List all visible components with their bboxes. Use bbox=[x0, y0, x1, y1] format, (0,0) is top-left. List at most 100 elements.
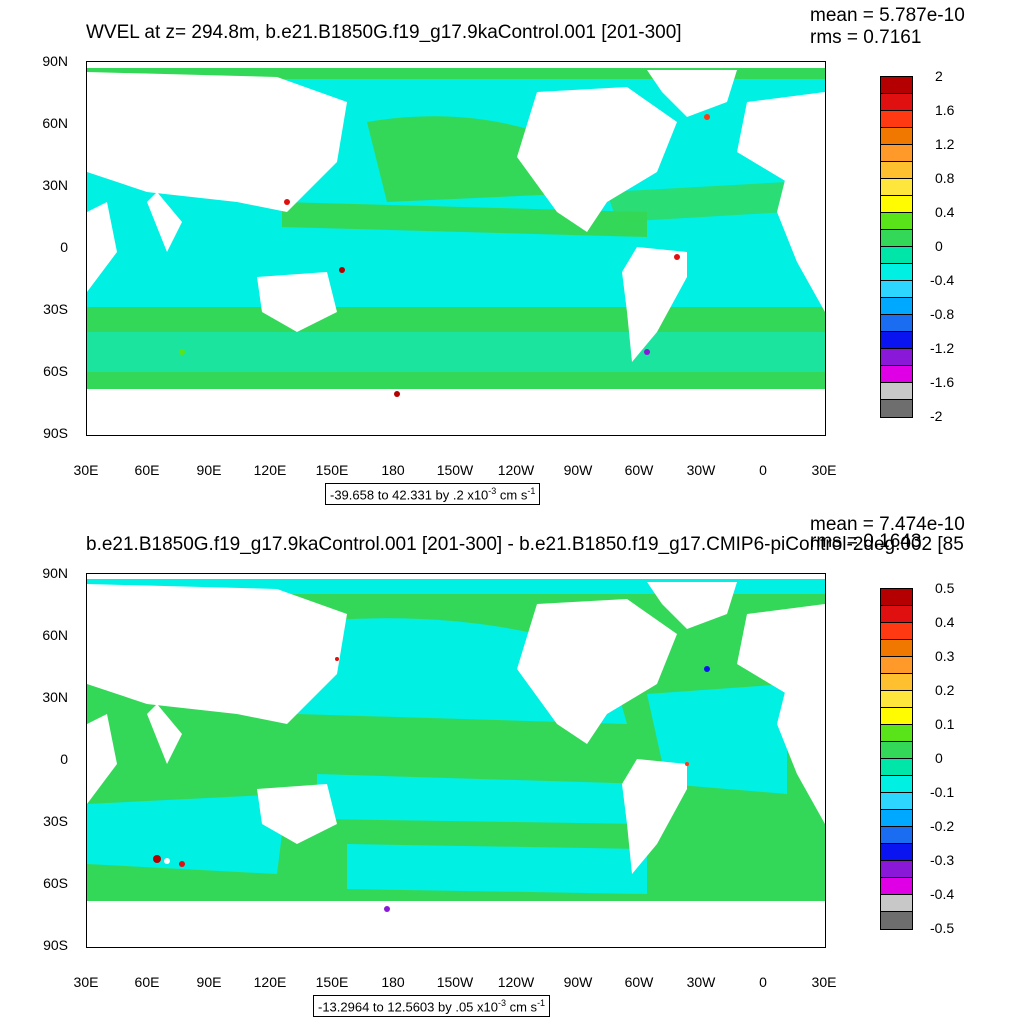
colorbar-label: 0.3 bbox=[935, 648, 955, 664]
lon-label: 120W bbox=[497, 974, 535, 990]
colorbar bbox=[880, 76, 913, 418]
contour-info-range: -13.2964 to 12.5603 by .05 x10 bbox=[318, 999, 498, 1015]
colorbar-swatch bbox=[881, 759, 912, 776]
panel-bottom: b.e21.B1850G.f19_g17.9kaControl.001 [201… bbox=[0, 512, 1024, 1024]
colorbar-label: -0.1 bbox=[930, 784, 955, 800]
lat-label: 90N bbox=[42, 565, 68, 581]
colorbar-swatch bbox=[881, 776, 912, 793]
lon-label: 150W bbox=[436, 974, 474, 990]
contour-info-range: -39.658 to 42.331 by .2 x10 bbox=[330, 487, 489, 503]
colorbar-swatch bbox=[881, 878, 912, 895]
mean-value: mean = 5.787e-10 bbox=[810, 5, 965, 26]
colorbar-label: -0.4 bbox=[930, 272, 955, 288]
panel-title: WVEL at z= 294.8m, b.e21.B1850G.f19_g17.… bbox=[86, 22, 682, 43]
contour-info-exponent: -3 bbox=[497, 998, 506, 1008]
lon-label: 60W bbox=[624, 462, 654, 478]
colorbar-swatch bbox=[881, 162, 912, 179]
colorbar-label: -0.2 bbox=[930, 818, 955, 834]
colorbar-swatch bbox=[881, 264, 912, 281]
colorbar-label: 1.6 bbox=[935, 102, 955, 118]
colorbar-swatch bbox=[881, 298, 912, 315]
lon-label: 30E bbox=[811, 974, 837, 990]
contour-info-units: cm s bbox=[506, 999, 538, 1015]
colorbar-swatch bbox=[881, 725, 912, 742]
lon-label: 60W bbox=[624, 974, 654, 990]
lon-label: 90E bbox=[196, 462, 222, 478]
lat-label: 90S bbox=[43, 425, 68, 441]
panel-top: WVEL at z= 294.8m, b.e21.B1850G.f19_g17.… bbox=[42, 5, 965, 506]
colorbar-label: 1.2 bbox=[935, 136, 955, 152]
colorbar-swatch bbox=[881, 247, 912, 264]
colorbar-swatch bbox=[881, 623, 912, 640]
lon-label: 120E bbox=[253, 462, 287, 478]
colorbar-swatch bbox=[881, 383, 912, 400]
lon-label: 90W bbox=[563, 462, 593, 478]
colorbar-label: 0.2 bbox=[935, 682, 955, 698]
colorbar-swatch bbox=[881, 332, 912, 349]
contour-info-box: -39.658 to 42.331 by .2 x10-3 cm s-1 bbox=[325, 483, 541, 506]
colorbar-swatch bbox=[881, 400, 912, 417]
lon-label: 150W bbox=[436, 462, 474, 478]
colorbar-swatch bbox=[881, 230, 912, 247]
lon-label: 90W bbox=[563, 974, 593, 990]
lat-label: 30N bbox=[42, 177, 68, 193]
lon-label: 0 bbox=[759, 462, 767, 478]
lat-label: 30S bbox=[43, 813, 68, 829]
lat-label: 0 bbox=[60, 239, 68, 255]
lon-label: 90E bbox=[196, 974, 222, 990]
colorbar-swatch bbox=[881, 895, 912, 912]
map-field bbox=[87, 574, 825, 947]
colorbar-label: -2 bbox=[930, 408, 943, 424]
colorbar-swatch bbox=[881, 912, 912, 929]
lon-label: 180 bbox=[381, 974, 405, 990]
world-map bbox=[86, 61, 826, 436]
map-field bbox=[87, 62, 825, 435]
contour-info-units: cm s bbox=[496, 487, 528, 503]
colorbar-swatch bbox=[881, 145, 912, 162]
colorbar-label: 0.5 bbox=[935, 580, 955, 596]
colorbar-label: -0.5 bbox=[930, 920, 955, 936]
world-map bbox=[86, 573, 826, 948]
colorbar-label: -0.4 bbox=[930, 886, 955, 902]
colorbar-label: -1.2 bbox=[930, 340, 955, 356]
lon-label: 60E bbox=[134, 974, 160, 990]
lat-label: 60N bbox=[42, 627, 68, 643]
colorbar-label: -0.8 bbox=[930, 306, 955, 322]
colorbar-swatch bbox=[881, 657, 912, 674]
colorbar-swatch bbox=[881, 674, 912, 691]
colorbar-swatch bbox=[881, 179, 912, 196]
colorbar-swatch bbox=[881, 281, 912, 298]
lon-label: 120E bbox=[253, 974, 287, 990]
lat-label: 90N bbox=[42, 53, 68, 69]
lon-label: 30E bbox=[73, 462, 99, 478]
colorbar-label: 2 bbox=[935, 68, 943, 84]
colorbar-swatch bbox=[881, 128, 912, 145]
colorbar-swatch bbox=[881, 742, 912, 759]
colorbar-swatch bbox=[881, 349, 912, 366]
lat-label: 90S bbox=[43, 937, 68, 953]
colorbar-swatch bbox=[881, 640, 912, 657]
colorbar-swatch bbox=[881, 810, 912, 827]
colorbar-swatch bbox=[881, 606, 912, 623]
lat-label: 60S bbox=[43, 875, 68, 891]
lon-label: 180 bbox=[381, 462, 405, 478]
colorbar-swatch bbox=[881, 827, 912, 844]
lon-label: 30W bbox=[686, 974, 716, 990]
lat-label: 0 bbox=[60, 751, 68, 767]
contour-info-box: -13.2964 to 12.5603 by .05 x10-3 cm s-1 bbox=[313, 995, 551, 1018]
colorbar bbox=[880, 588, 913, 930]
colorbar-label: 0 bbox=[935, 238, 943, 254]
panel-title: b.e21.B1850G.f19_g17.9kaControl.001 [201… bbox=[86, 534, 964, 555]
lon-label: 30W bbox=[686, 462, 716, 478]
lon-label: 30E bbox=[73, 974, 99, 990]
rms-value: rms = 0.1643 bbox=[810, 531, 922, 552]
contour-info-units-exponent: -1 bbox=[537, 998, 546, 1008]
colorbar-label: -0.3 bbox=[930, 852, 955, 868]
colorbar-label: 0.4 bbox=[935, 204, 955, 220]
colorbar-swatch bbox=[881, 589, 912, 606]
lon-label: 0 bbox=[759, 974, 767, 990]
lat-label: 30N bbox=[42, 689, 68, 705]
colorbar-label: 0.4 bbox=[935, 614, 955, 630]
contour-info-units-exponent: -1 bbox=[527, 486, 536, 496]
colorbar-swatch bbox=[881, 213, 912, 230]
